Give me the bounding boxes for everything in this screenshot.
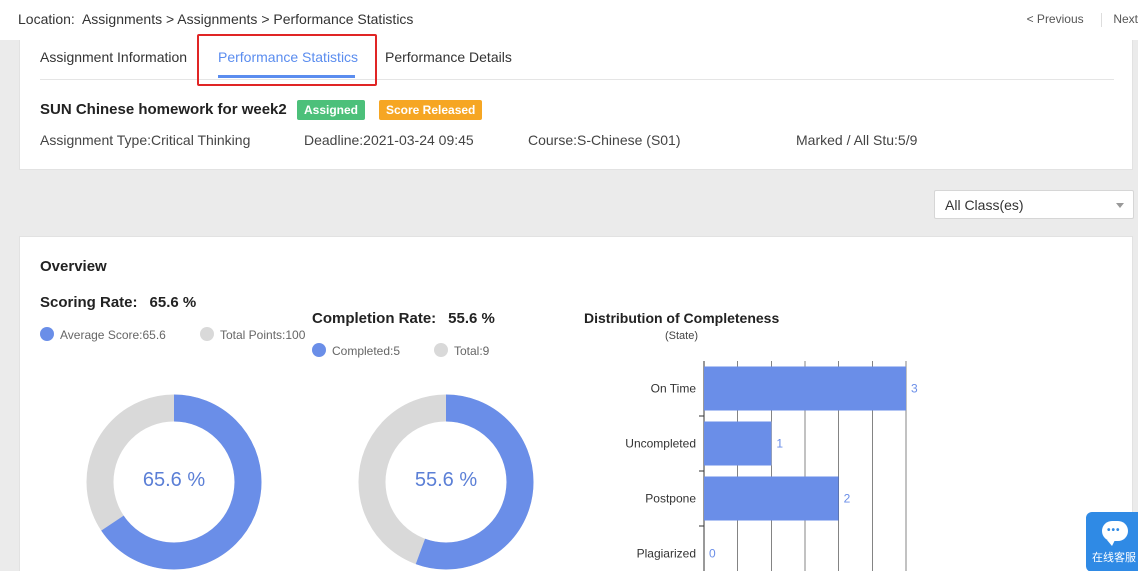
assignment-deadline: Deadline:2021-03-24 09:45: [304, 132, 474, 148]
scoring-rate-heading: Scoring Rate: 65.6 %: [40, 294, 196, 311]
tab-performance-statistics[interactable]: Performance Statistics: [218, 49, 359, 65]
chevron-down-icon: [1116, 203, 1124, 208]
category-label: Plagiarized: [637, 547, 696, 561]
legend-dot-icon: [40, 327, 54, 341]
legend-dot-icon: [434, 343, 448, 357]
completion-legend-completed-text: Completed:5: [332, 344, 401, 358]
completion-legend-total-text: Total:9: [454, 344, 490, 358]
chat-dots-icon: •••: [1107, 525, 1121, 536]
assignment-header-card: Assignment Information Performance Stati…: [19, 40, 1133, 170]
legend-dot-icon: [312, 343, 326, 357]
completion-rate-label: Completion Rate:: [312, 310, 437, 327]
scoring-rate-donut: 65.6 %: [86, 394, 262, 570]
previous-button[interactable]: < Previous: [1026, 12, 1084, 26]
breadcrumb-path[interactable]: Assignments > Assignments > Performance …: [81, 11, 414, 27]
active-tab-indicator: [218, 75, 355, 78]
pager: < Previous Next: [1027, 12, 1138, 27]
scoring-donut-center-text: 65.6 %: [142, 469, 206, 491]
completion-legend-total[interactable]: Total:9: [434, 343, 489, 358]
category-label: Uncompleted: [625, 437, 696, 451]
assignment-title: SUN Chinese homework for week2: [40, 101, 287, 118]
legend-dot-icon: [200, 327, 214, 341]
scoring-legend-total[interactable]: Total Points:100: [200, 327, 305, 342]
breadcrumb-prefix: Location:: [18, 11, 75, 27]
status-badge-assigned: Assigned: [297, 100, 366, 120]
scoring-legend-average-text: Average Score:65.6: [60, 328, 166, 342]
class-filter-select[interactable]: All Class(es): [934, 190, 1134, 219]
class-filter-value: All Class(es): [945, 197, 1024, 213]
completion-rate-heading: Completion Rate: 55.6 %: [312, 310, 495, 327]
assignment-type: Assignment Type:Critical Thinking: [40, 132, 251, 148]
next-button[interactable]: Next: [1113, 12, 1138, 26]
bar[interactable]: [704, 366, 906, 411]
completion-rate-donut: 55.6 %: [358, 394, 534, 570]
bar-value-label: 0: [709, 547, 716, 561]
bar-value-label: 2: [844, 492, 851, 506]
top-bar: Location: Assignments > Assignments > Pe…: [0, 0, 1138, 40]
overview-title: Overview: [40, 258, 107, 275]
tab-bar: Assignment Information Performance Stati…: [40, 40, 1114, 80]
bar-value-label: 1: [776, 437, 783, 451]
bar-value-label: 3: [911, 382, 918, 396]
completion-donut-svg: [358, 394, 534, 570]
category-label: On Time: [651, 382, 697, 396]
scoring-legend-average[interactable]: Average Score:65.6: [40, 327, 166, 342]
tab-assignment-information[interactable]: Assignment Information: [40, 49, 188, 65]
assignment-course: Course:S-Chinese (S01): [528, 132, 681, 148]
chat-bubble-icon: [1102, 521, 1128, 546]
distribution-bar-chart: On Time 3 Uncompleted 1 Postpone 2 Plagiarized…: [625, 361, 918, 571]
scoring-donut-arc[interactable]: [86, 394, 262, 570]
tab-performance-details[interactable]: Performance Details: [385, 49, 512, 65]
bar[interactable]: [704, 476, 839, 521]
bar[interactable]: [704, 421, 772, 466]
category-label: Postpone: [645, 492, 696, 506]
completion-rate-value: 55.6 %: [448, 310, 495, 327]
distribution-y-axis-label: (State): [665, 330, 699, 342]
breadcrumb: Location: Assignments > Assignments > Pe…: [18, 11, 417, 27]
scoring-donut-svg: [86, 394, 262, 570]
online-support-button[interactable]: ••• 在线客服: [1086, 512, 1138, 571]
status-badge-score-released: Score Released: [379, 100, 483, 120]
completion-donut-center-text: 55.6 %: [414, 469, 478, 491]
scoring-rate-label: Scoring Rate:: [40, 294, 138, 311]
scoring-legend-total-text: Total Points:100: [220, 328, 306, 342]
completion-legend-completed[interactable]: Completed:5: [312, 343, 400, 358]
online-support-label: 在线客服: [1092, 552, 1136, 564]
tab-highlight-box: [197, 34, 377, 86]
distribution-chart-title: Distribution of Completeness: [584, 310, 780, 326]
scoring-rate-value: 65.6 %: [149, 294, 197, 311]
completion-donut-arc[interactable]: [358, 394, 534, 570]
overview-card: Overview Scoring Rate: 65.6 % Average Sco…: [19, 236, 1133, 571]
marked-count: Marked / All Stu:5/9: [796, 132, 918, 148]
pager-divider: [1100, 12, 1102, 27]
